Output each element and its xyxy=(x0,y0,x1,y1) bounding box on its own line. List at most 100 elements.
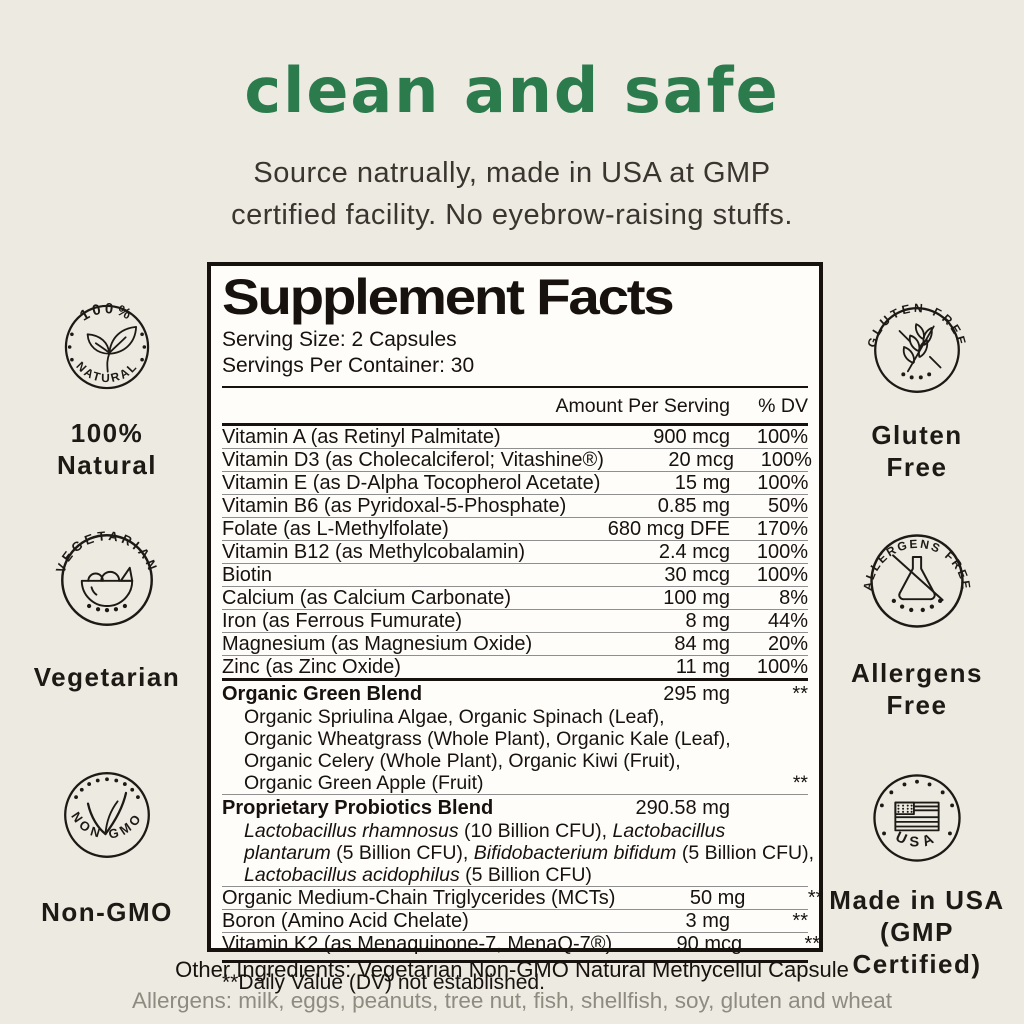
nutrient-amount: 11 mg xyxy=(675,656,730,679)
nutrient-row: Iron (as Ferrous Fumurate) 8 mg 44% xyxy=(222,609,808,632)
nutrient-name: Vitamin K2 (as Menaquinone-7, MenaQ-7®) xyxy=(222,933,613,956)
supplement-facts-title: Supplement Facts xyxy=(222,269,675,325)
nutrient-name: Calcium (as Calcium Carbonate) xyxy=(222,587,511,610)
nutrient-row: Magnesium (as Magnesium Oxide) 84 mg 20% xyxy=(222,632,808,655)
nutrient-dv: 100% xyxy=(756,564,808,587)
nutrient-amount: 90 mcg xyxy=(676,933,743,956)
supplement-rows: Vitamin A (as Retinyl Palmitate) 900 mcg 1… xyxy=(222,426,823,956)
nutrient-row: Biotin 30 mcg 100% xyxy=(222,563,808,586)
leaves-icon: 100% NATURAL xyxy=(64,300,150,390)
table-column-headers: Amount Per Serving % DV xyxy=(222,386,808,427)
wheat-slash-icon: GLUTEN FREE xyxy=(865,301,966,393)
nutrient-name: Vitamin B12 (as Methylcobalamin) xyxy=(222,541,526,564)
dv-asterisks: ** xyxy=(792,772,808,795)
nutrient-name: Vitamin A (as Retinyl Palmitate) xyxy=(222,426,501,449)
blend-ingredients-line: Lactobacillus acidophilus (5 Billion CFU… xyxy=(244,864,592,887)
us-flag-icon: USA xyxy=(873,774,961,862)
badge-label-non-gmo: Non-GMO xyxy=(41,897,173,927)
svg-text:100%: 100% xyxy=(77,300,136,325)
nutrient-dv: 100% xyxy=(756,656,808,679)
dv-footnote: **Daily Value (DV) not established. xyxy=(222,960,808,1003)
nutrient-name: Magnesium (as Magnesium Oxide) xyxy=(222,633,533,656)
nutrient-row: Vitamin K2 (as Menaquinone-7, MenaQ-7®) 9… xyxy=(222,932,820,956)
nutrient-amount: 50 mg xyxy=(689,887,746,910)
blend-ingredients-line: Organic Celery (Whole Plant), Organic Ki… xyxy=(244,750,681,773)
blend-ingredients-line: Lactobacillus rhamnosus (10 Billion CFU)… xyxy=(244,820,726,843)
badge-label-100-natural: 100% Natural xyxy=(56,418,158,480)
nutrient-dv: 170% xyxy=(756,518,808,541)
subtitle-line: Source natrually, made in USA at GMP xyxy=(253,157,771,189)
badge-made-in-usa: USA Made in USA (GMP Certified) xyxy=(824,760,1010,980)
svg-text:USA: USA xyxy=(893,829,941,851)
nutrient-row: Folate (as L-Methylfolate) 680 mcg DFE 170… xyxy=(222,517,808,540)
salad-bowl-icon: VEGETARIAN xyxy=(53,528,162,626)
badge-label-vegetarian: Vegetarian xyxy=(33,662,181,692)
servings-per-container: Servings Per Container: 30 xyxy=(222,353,475,377)
badge-label-allergens-free: Allergens Free xyxy=(851,658,983,720)
nutrient-amount: 84 mg xyxy=(674,633,730,656)
badge-100-natural: 100% NATURAL 100% Natural xyxy=(27,291,187,481)
nutrient-amount: 100 mg xyxy=(663,587,730,610)
badge-allergens-free: ALLERGENS FREE Allergens Free xyxy=(830,519,1004,721)
nutrient-dv: ** xyxy=(792,683,808,706)
amount-column-header: Amount Per Serving xyxy=(555,395,730,418)
nutrient-dv: ** xyxy=(792,910,808,933)
nutrient-amount: 2.4 mcg xyxy=(658,541,730,564)
nutrient-name: Vitamin E (as D-Alpha Tocopherol Acetate… xyxy=(222,472,601,495)
nutrient-dv: 100% xyxy=(760,449,812,472)
nutrient-dv: 100% xyxy=(756,541,808,564)
dv-column-header: % DV xyxy=(758,395,808,418)
nutrient-row: Boron (Amino Acid Chelate) 3 mg ** xyxy=(222,909,808,932)
nutrient-dv: 44% xyxy=(767,610,808,633)
allergens-text: Allergens: milk, eggs, peanuts, tree nut… xyxy=(131,988,892,1013)
svg-text:VEGETARIAN: VEGETARIAN xyxy=(53,528,162,575)
badge-label-gluten-free: Gluten Free xyxy=(871,420,963,482)
nutrient-amount: 20 mcg xyxy=(668,449,734,472)
nutrient-amount: 8 mg xyxy=(685,610,730,633)
blend-row: Proprietary Probiotics Blend 290.58 mg xyxy=(222,794,808,820)
nutrient-dv: 8% xyxy=(779,587,808,610)
nutrient-name: Vitamin D3 (as Cholecalciferol; Vitashin… xyxy=(222,449,604,472)
badge-label-made-in-usa: Made in USA (GMP Certified) xyxy=(829,885,1005,979)
nutrient-amount: 680 mcg DFE xyxy=(607,518,730,541)
nutrient-name: Organic Medium-Chain Triglycerides (MCTs… xyxy=(222,887,616,910)
page-title: clean and safe xyxy=(244,54,780,127)
nutrient-name: Vitamin B6 (as Pyridoxal-5-Phosphate) xyxy=(222,495,567,518)
blend-ingredients-line: Organic Wheatgrass (Whole Plant), Organi… xyxy=(244,728,731,751)
nutrient-name: Zinc (as Zinc Oxide) xyxy=(222,656,401,679)
nutrient-row: Organic Medium-Chain Triglycerides (MCTs… xyxy=(222,886,823,910)
nutrient-row: Vitamin A (as Retinyl Palmitate) 900 mcg 1… xyxy=(222,426,808,448)
nutrient-name: Folate (as L-Methylfolate) xyxy=(222,518,449,541)
nutrient-amount: 295 mg xyxy=(663,683,730,706)
nutrient-amount: 290.58 mg xyxy=(635,797,730,820)
nutrient-name: Proprietary Probiotics Blend xyxy=(222,797,494,820)
nutrient-amount: 0.85 mg xyxy=(657,495,730,518)
nutrient-row: Vitamin D3 (as Cholecalciferol; Vitashin… xyxy=(222,448,812,472)
nutrient-row: Zinc (as Zinc Oxide) 11 mg 100% xyxy=(222,655,808,678)
supplement-facts-panel: Supplement Facts Serving Size: 2 Capsule… xyxy=(207,262,823,994)
sprout-check-icon: NON GMO xyxy=(64,772,150,858)
other-ingredients-text: Other Ingredients: Vegetarian Non-GMO Na… xyxy=(175,957,849,982)
blend-ingredients-line: Organic Spriulina Algae, Organic Spinach… xyxy=(244,706,665,729)
badge-non-gmo: NON GMO Non-GMO xyxy=(27,758,187,928)
nutrient-dv: ** xyxy=(807,887,824,910)
page-subtitle: Source natrually, made in USA at GMP cer… xyxy=(0,152,1024,236)
nutrient-amount: 30 mcg xyxy=(664,564,730,587)
blend-ingredients-line: Organic Green Apple (Fruit) ** xyxy=(244,772,808,795)
nutrient-dv: 100% xyxy=(757,472,809,495)
nutrient-dv: 100% xyxy=(756,426,808,449)
flask-slash-icon: ALLERGENS FREE xyxy=(860,534,971,628)
badge-vegetarian: VEGETARIAN Vegetarian xyxy=(27,519,187,693)
nutrient-name: Organic Green Blend xyxy=(222,683,423,706)
serving-size: Serving Size: 2 Capsules xyxy=(222,328,457,351)
subtitle-line: certified facility. No eyebrow-raising s… xyxy=(231,199,793,232)
nutrient-dv: ** xyxy=(804,933,821,956)
nutrient-amount: 900 mcg xyxy=(653,426,730,449)
nutrient-row: Calcium (as Calcium Carbonate) 100 mg 8% xyxy=(222,586,808,609)
nutrient-row: Vitamin E (as D-Alpha Tocopherol Acetate… xyxy=(222,471,808,494)
badge-gluten-free: GLUTEN FREE Gluten Free xyxy=(832,293,1002,483)
nutrient-row: Vitamin B12 (as Methylcobalamin) 2.4 mcg 1… xyxy=(222,540,808,563)
nutrient-name: Biotin xyxy=(222,564,273,587)
nutrient-row: Vitamin B6 (as Pyridoxal-5-Phosphate) 0.8… xyxy=(222,494,808,517)
